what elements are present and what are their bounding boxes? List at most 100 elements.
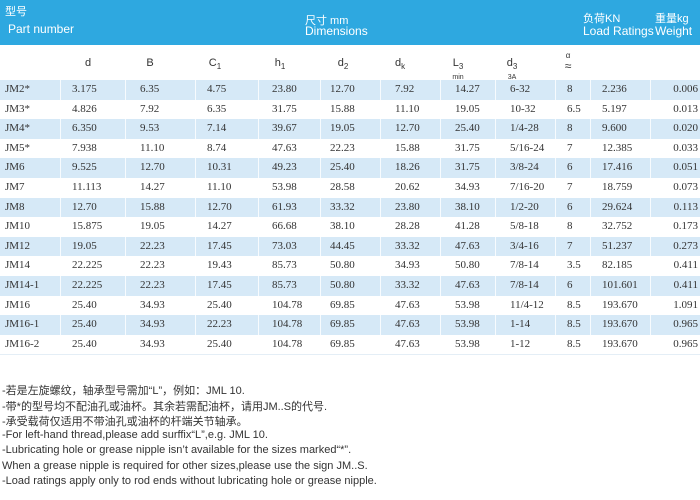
table-cell: 53.98	[455, 337, 480, 350]
load-en: Load Ratings	[583, 24, 654, 38]
table-cell: 82.185	[602, 259, 633, 272]
table-cell: JM16-1	[5, 318, 40, 331]
part-cn: 型号	[5, 6, 27, 18]
table-cell: 11/4-12	[510, 298, 544, 311]
table-cell: 14.27	[140, 181, 165, 193]
table-cell: 12.70	[72, 200, 97, 213]
table-cell: 23.80	[272, 83, 297, 95]
table-cell: 7.92	[140, 102, 160, 115]
table-cell: 193.670	[602, 298, 638, 311]
table-cell: 32.752	[602, 220, 633, 233]
table-cell: JM14	[5, 259, 31, 272]
column-divider	[195, 80, 196, 355]
dim-cn: 尺寸 mm	[305, 15, 349, 27]
weight-cn: 重量kg	[655, 13, 689, 25]
column-header: d2	[328, 58, 358, 72]
table-cell: 104.78	[272, 298, 303, 311]
table-cell: 8	[567, 220, 573, 233]
note-line: -For left-hand thread,please add surffix…	[2, 428, 268, 441]
column-divider	[380, 80, 381, 355]
header-band	[0, 0, 700, 45]
table-cell: 7	[567, 239, 573, 252]
table-cell: 11.113	[72, 181, 102, 193]
table-cell: 5/16-24	[510, 141, 545, 154]
table-cell: 34.93	[140, 298, 165, 311]
table-cell: 25.40	[330, 161, 355, 174]
table-cell: JM2*	[5, 83, 31, 95]
table-cell: 38.10	[455, 200, 480, 213]
table-cell: 47.63	[455, 239, 480, 252]
table-cell: 22.225	[72, 279, 103, 291]
column-subscript: 3	[512, 62, 518, 72]
note-line: -若是左旋螺纹，轴承型号需加“L”，例如：JML 10.	[2, 385, 245, 397]
table-cell: 1/2-20	[510, 200, 539, 213]
table-cell: 51.237	[602, 239, 633, 252]
table-cell: 22.23	[140, 239, 165, 252]
table-cell: 4.826	[72, 102, 97, 115]
table-cell: 0.273	[673, 239, 698, 252]
table-cell: 50.80	[455, 259, 480, 272]
table-cell: 7/16-20	[510, 181, 545, 193]
table-cell: 1-12	[510, 337, 531, 350]
table-cell: 0.020	[673, 122, 698, 135]
column-symbol: C	[208, 57, 217, 69]
table-cell: 12.70	[140, 161, 165, 174]
table-cell: JM6	[5, 161, 25, 174]
table-cell: 2.236	[602, 83, 627, 95]
table-cell: 41.28	[455, 220, 480, 233]
table-cell: 47.63	[272, 141, 297, 154]
table-cell: 49.23	[272, 161, 297, 174]
table-cell: 101.601	[602, 279, 638, 291]
table-cell: 193.670	[602, 337, 638, 350]
table-cell: 7/8-14	[510, 279, 539, 291]
table-row	[0, 334, 700, 356]
table-cell: 5/8-18	[510, 220, 539, 233]
table-cell: 85.73	[272, 279, 297, 291]
table-cell: 7	[567, 141, 573, 154]
table-cell: 11.10	[395, 102, 420, 115]
column-subscript: 1	[216, 62, 222, 72]
column-subscript: 1	[280, 62, 286, 72]
table-cell: 10.31	[207, 161, 232, 174]
table-cell: 0.411	[673, 279, 698, 291]
table-cell: JM4*	[5, 122, 31, 135]
table-cell: 22.23	[207, 318, 232, 331]
table-cell: JM5*	[5, 141, 31, 154]
table-cell: JM3*	[5, 102, 31, 115]
table-cell: 22.225	[72, 259, 103, 272]
column-symbol: L	[452, 57, 459, 69]
table-cell: 25.40	[72, 318, 97, 331]
table-cell: 19.05	[455, 102, 480, 115]
note-line: -Load ratings apply only to rod ends wit…	[2, 475, 377, 487]
table-cell: 5.197	[602, 102, 627, 115]
table-cell: JM7	[5, 181, 25, 193]
table-cell: 104.78	[272, 318, 303, 331]
column-divider	[60, 80, 61, 355]
table-cell: 8	[567, 122, 573, 135]
table-cell: 8.5	[567, 337, 581, 350]
column-subscript: 3	[458, 62, 464, 72]
table-cell: JM16	[5, 298, 31, 311]
table-cell: 0.073	[673, 181, 698, 193]
table-cell: 3/8-24	[510, 161, 539, 174]
column-subscript: k	[401, 62, 406, 72]
table-cell: 3.5	[567, 259, 581, 272]
table-cell: JM16-2	[5, 337, 40, 350]
table-cell: 19.05	[140, 220, 165, 233]
column-header: d	[73, 58, 103, 69]
table-cell: 7.14	[207, 122, 227, 135]
column-note: min	[452, 74, 464, 82]
column-symbol: d	[394, 57, 402, 69]
table-cell: 6.5	[567, 102, 581, 115]
dim-en: Dimensions	[305, 24, 368, 38]
table-cell: 12.70	[330, 83, 355, 95]
table-cell: 33.32	[330, 200, 355, 213]
table-cell: 69.85	[330, 298, 355, 311]
column-divider	[495, 80, 496, 355]
table-cell: 19.05	[330, 122, 355, 135]
table-cell: 0.006	[673, 83, 698, 95]
table-cell: 47.63	[455, 279, 480, 291]
table-cell: 193.670	[602, 318, 638, 331]
column-symbol: α	[565, 51, 571, 60]
